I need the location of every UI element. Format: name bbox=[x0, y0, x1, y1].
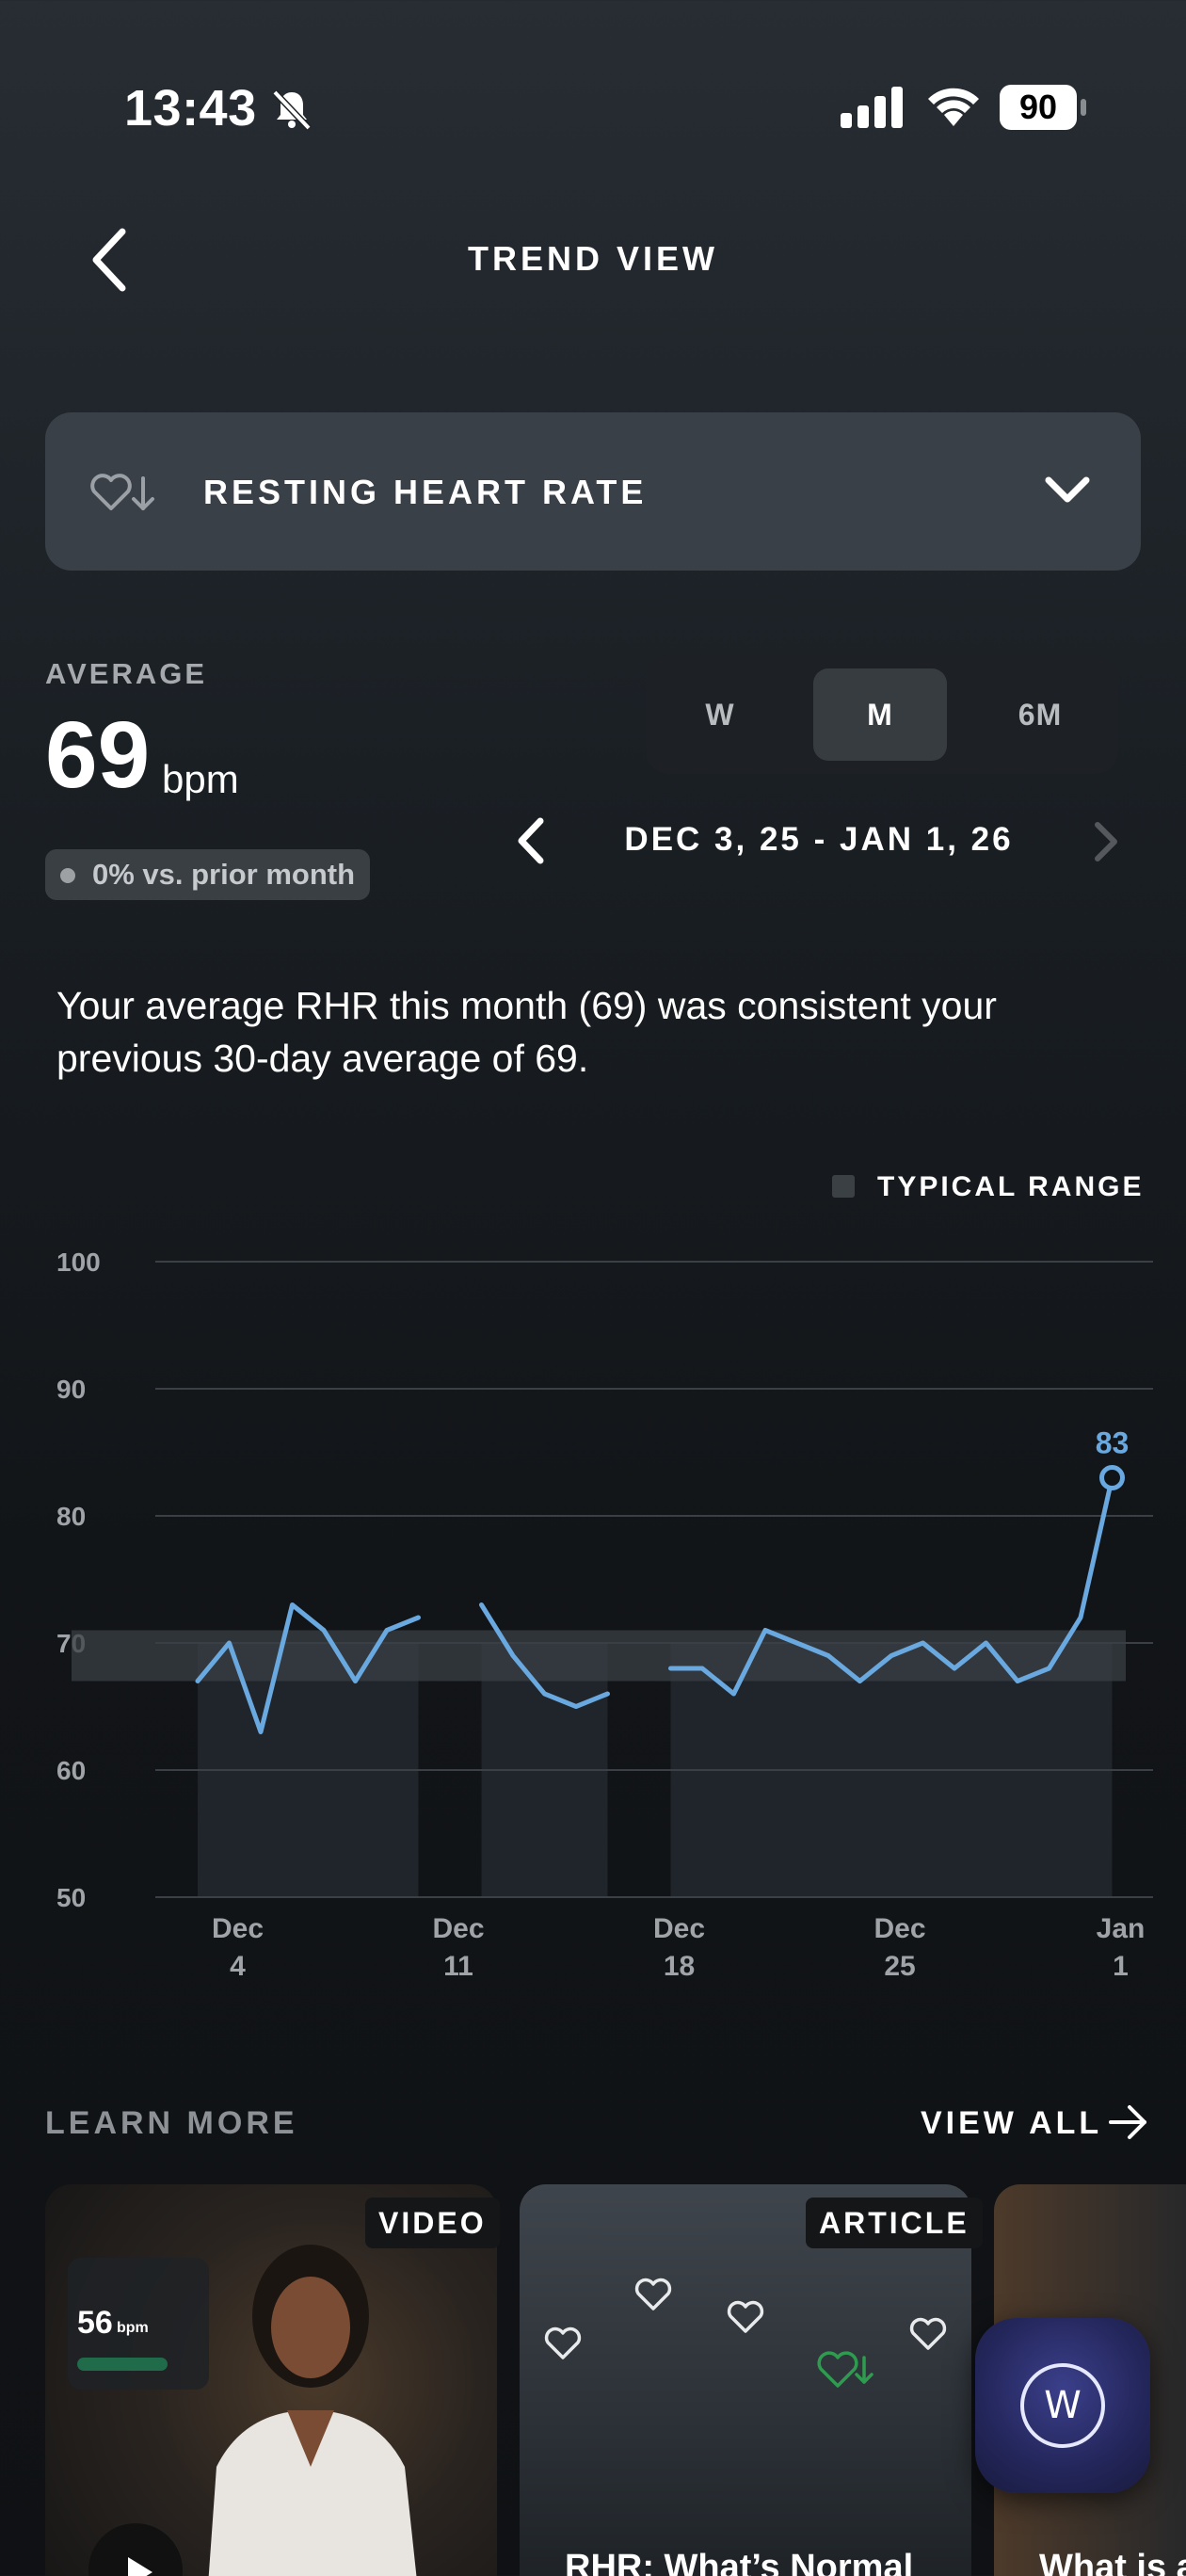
typical-range-legend: TYPICAL RANGE bbox=[877, 1171, 1145, 1202]
cellular-signal-icon bbox=[841, 87, 903, 128]
whoop-logo-icon: W bbox=[1020, 2363, 1105, 2448]
page-title: TREND VIEW bbox=[467, 239, 718, 278]
y-tick-label: 90 bbox=[56, 1375, 86, 1404]
view-all-link[interactable]: VIEW ALL bbox=[921, 2105, 1103, 2141]
mini-stat-unit: bpm bbox=[117, 2320, 149, 2336]
typical-range-band bbox=[72, 1630, 1126, 1682]
trend-summary: Your average RHR this month (69) was con… bbox=[56, 984, 997, 1080]
x-tick-month: Dec bbox=[653, 1913, 705, 1944]
x-tick-month: Dec bbox=[432, 1913, 484, 1944]
change-badge: 0% vs. prior month bbox=[45, 849, 371, 900]
previous-period-icon[interactable] bbox=[514, 815, 548, 866]
x-tick-day: 4 bbox=[230, 1951, 246, 1982]
average-value: 69 bbox=[45, 702, 151, 808]
x-tick-month: Dec bbox=[873, 1913, 925, 1944]
x-tick-day: 18 bbox=[664, 1951, 695, 1982]
average-label: AVERAGE bbox=[45, 657, 208, 690]
learn-more-title: LEARN MORE bbox=[45, 2105, 298, 2141]
period-6month[interactable]: 6M bbox=[1018, 697, 1063, 732]
rhr-line-segment-2 bbox=[668, 1475, 1114, 1697]
x-tick-month: Jan bbox=[1097, 1913, 1146, 1944]
heart-down-icon bbox=[90, 474, 154, 510]
latest-point bbox=[1099, 1465, 1125, 1490]
silent-bell-icon bbox=[272, 89, 312, 131]
arrow-right-icon[interactable] bbox=[1107, 2103, 1150, 2141]
rhr-line-segment-0 bbox=[195, 1602, 421, 1734]
next-period-icon[interactable] bbox=[1092, 819, 1120, 864]
battery-level: 90 bbox=[1000, 85, 1077, 130]
x-tick-day: 11 bbox=[443, 1951, 473, 1982]
metric-dropdown[interactable] bbox=[45, 412, 1141, 571]
metric-label: RESTING HEART RATE bbox=[203, 473, 648, 511]
article-tag: ARTICLE bbox=[806, 2198, 983, 2248]
status-time: 13:43 bbox=[124, 80, 257, 137]
video-tag: VIDEO bbox=[365, 2198, 500, 2248]
article-title: RHR: What’s Normal bbox=[565, 2548, 914, 2576]
x-tick-month: Dec bbox=[212, 1913, 264, 1944]
y-tick-label: 50 bbox=[56, 1883, 86, 1912]
average-unit: bpm bbox=[162, 757, 239, 801]
change-dot-icon bbox=[60, 868, 75, 883]
chevron-down-icon[interactable] bbox=[1043, 473, 1092, 507]
typical-range-swatch bbox=[832, 1175, 855, 1198]
y-tick-label: 60 bbox=[56, 1756, 86, 1785]
period-week[interactable]: W bbox=[705, 697, 735, 732]
content-card-title: What is a bbox=[1039, 2548, 1186, 2576]
date-range: DEC 3, 25 - JAN 1, 26 bbox=[624, 821, 1014, 858]
hearts-illustration bbox=[544, 2278, 947, 2388]
article-card[interactable] bbox=[520, 2184, 971, 2576]
mini-range-bar bbox=[77, 2358, 168, 2371]
period-month[interactable]: M bbox=[813, 668, 947, 761]
rhr-line-segment-1 bbox=[479, 1602, 610, 1709]
play-icon bbox=[128, 2557, 152, 2576]
x-tick-day: 25 bbox=[884, 1951, 915, 1982]
x-tick-day: 1 bbox=[1113, 1951, 1129, 1982]
latest-value-label: 83 bbox=[1096, 1426, 1130, 1460]
battery-icon: 90 bbox=[1000, 85, 1086, 130]
mini-stat-value: 56 bbox=[77, 2305, 113, 2341]
back-icon[interactable] bbox=[83, 226, 139, 294]
presenter-image bbox=[208, 2245, 417, 2576]
wifi-icon bbox=[928, 88, 979, 126]
y-tick-label: 80 bbox=[56, 1502, 86, 1531]
y-tick-label: 100 bbox=[56, 1248, 101, 1277]
